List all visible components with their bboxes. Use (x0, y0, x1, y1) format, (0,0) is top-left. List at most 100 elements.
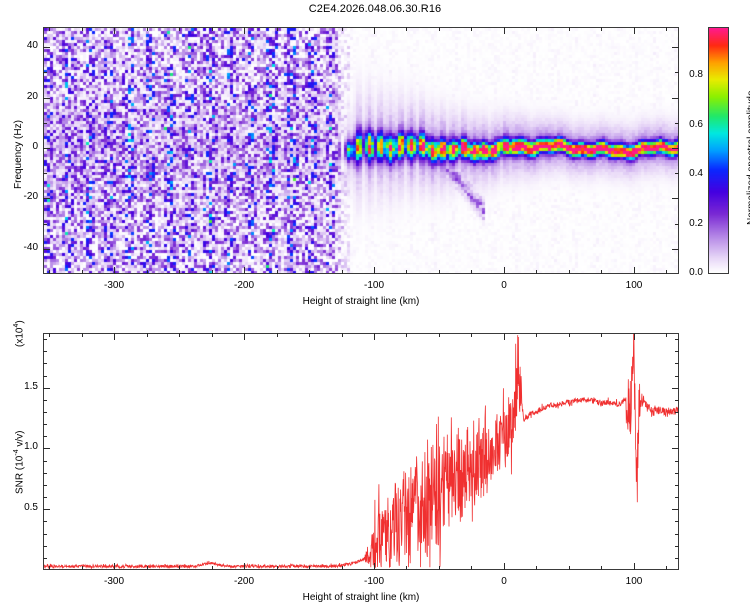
spectrogram-y-tick-label: 0 (32, 141, 38, 152)
snr-y-tick-label: 0.5 (24, 502, 38, 513)
axis-tick (43, 436, 47, 437)
axis-tick (43, 47, 50, 48)
snr-y-axis-label: SNR (10-4 v/v) (13, 430, 25, 493)
axis-tick (672, 448, 679, 449)
axis-tick (471, 270, 472, 274)
spectrogram-x-axis-label: Height of straight line (km) (302, 296, 420, 307)
axis-tick (147, 566, 148, 570)
axis-tick (374, 27, 375, 34)
axis-tick (82, 27, 83, 31)
axis-tick (504, 563, 505, 570)
axis-tick (244, 333, 245, 340)
snr-y-axis-label-tail: v/v) (14, 430, 26, 449)
axis-tick (212, 27, 213, 31)
axis-tick (675, 558, 679, 559)
axis-tick (675, 224, 679, 225)
spectrogram-x-tick-label: -100 (363, 280, 385, 291)
axis-tick (675, 363, 679, 364)
axis-tick (43, 473, 47, 474)
axis-tick (672, 388, 679, 389)
axis-tick (277, 270, 278, 274)
axis-tick (244, 267, 245, 274)
axis-tick (504, 333, 505, 340)
axis-tick (406, 333, 407, 337)
axis-tick (569, 27, 570, 31)
axis-tick (43, 351, 47, 352)
colorbar-tick-label: 0.2 (689, 218, 703, 229)
snr-y-axis-label-main: SNR (10 (14, 455, 26, 494)
axis-tick (439, 333, 440, 337)
axis-tick (179, 27, 180, 31)
snr-exponent-power: 4 (13, 323, 20, 328)
axis-tick (569, 270, 570, 274)
axis-tick (672, 509, 679, 510)
spectrogram-x-tick-label: 100 (625, 280, 643, 291)
axis-tick (675, 534, 679, 535)
axis-tick (212, 566, 213, 570)
axis-tick (675, 412, 679, 413)
axis-tick (277, 566, 278, 570)
axis-tick (634, 267, 635, 274)
axis-tick (114, 333, 115, 340)
snr-plot-area (43, 333, 679, 570)
colorbar-canvas (709, 28, 728, 273)
axis-tick (309, 27, 310, 31)
axis-tick (471, 333, 472, 337)
snr-trace-path (44, 334, 678, 569)
axis-tick (212, 270, 213, 274)
axis-tick (147, 270, 148, 274)
axis-tick (43, 485, 47, 486)
axis-tick (675, 351, 679, 352)
axis-tick (569, 333, 570, 337)
axis-tick (675, 497, 679, 498)
spectrogram-x-tick-label: -200 (233, 280, 255, 291)
axis-tick (675, 461, 679, 462)
axis-tick (536, 566, 537, 570)
axis-tick (406, 270, 407, 274)
axis-tick (43, 363, 47, 364)
axis-tick (672, 249, 679, 250)
spectrogram-x-tick-label: 0 (501, 280, 507, 291)
axis-tick (504, 27, 505, 34)
axis-tick (601, 566, 602, 570)
axis-tick (675, 376, 679, 377)
axis-tick (147, 333, 148, 337)
axis-tick (672, 98, 679, 99)
colorbar-tick-label: 0.0 (689, 267, 703, 278)
snr-x-tick-label: -300 (103, 576, 125, 587)
colorbar-tick-label: 0.4 (689, 168, 703, 179)
snr-y-axis-label-exponent: -4 (13, 448, 20, 456)
axis-tick (536, 270, 537, 274)
axis-tick (666, 27, 667, 31)
axis-tick (82, 270, 83, 274)
spectrogram-x-tick-label: -300 (103, 280, 125, 291)
axis-tick (666, 566, 667, 570)
axis-tick (43, 376, 47, 377)
colorbar-label: Normalized spectral amplitude (746, 89, 750, 225)
snr-y-tick-label: 1.5 (24, 381, 38, 392)
axis-tick (634, 563, 635, 570)
colorbar-gradient (708, 27, 729, 274)
snr-x-tick-label: 0 (501, 576, 507, 587)
axis-tick (675, 424, 679, 425)
axis-tick (114, 267, 115, 274)
axis-tick (439, 270, 440, 274)
axis-tick (179, 333, 180, 337)
axis-tick (342, 27, 343, 31)
axis-tick (675, 339, 679, 340)
colorbar-tick-label: 0.6 (689, 119, 703, 130)
axis-tick (675, 173, 679, 174)
axis-tick (439, 566, 440, 570)
axis-tick (504, 267, 505, 274)
axis-tick (277, 27, 278, 31)
spectrogram-y-axis-label: Frequency (Hz) (13, 119, 24, 189)
axis-tick (43, 339, 47, 340)
axis-tick (212, 333, 213, 337)
axis-tick (309, 270, 310, 274)
axis-tick (147, 27, 148, 31)
snr-y-tick-label: 1.0 (24, 441, 38, 452)
axis-tick (43, 461, 47, 462)
axis-tick (634, 333, 635, 340)
axis-tick (43, 148, 50, 149)
snr-exponent-close: ) (14, 320, 26, 324)
